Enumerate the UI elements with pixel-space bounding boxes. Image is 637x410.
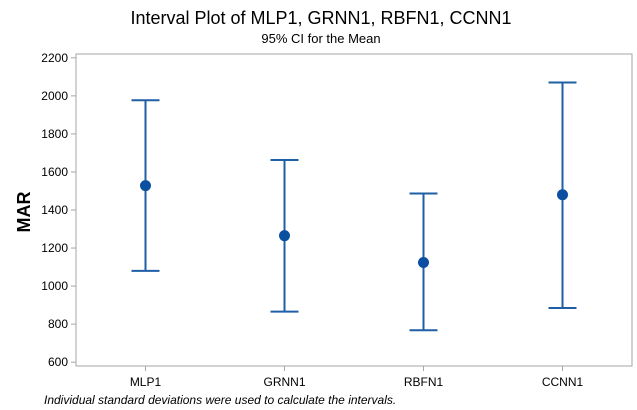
mean-point	[140, 180, 151, 192]
mean-point	[557, 189, 568, 201]
y-tick-label: 1200	[41, 241, 68, 255]
x-tick-label: MLP1	[130, 375, 162, 389]
y-tick-label: 600	[48, 355, 68, 369]
intervals	[131, 81, 577, 332]
y-tick-label: 800	[48, 317, 68, 331]
footnote: Individual standard deviations were used…	[44, 393, 397, 407]
x-tick-label: RBFN1	[404, 375, 444, 389]
y-tick-label: 1400	[41, 203, 68, 217]
x-tick-label: CCNN1	[542, 375, 584, 389]
y-tick-label: 1600	[41, 165, 68, 179]
mean-point	[418, 257, 429, 269]
y-tick-label: 2000	[41, 89, 68, 103]
chart-title: Interval Plot of MLP1, GRNN1, RBFN1, CCN…	[130, 8, 511, 28]
x-axis: MLP1 GRNN1 RBFN1 CCNN1	[130, 366, 584, 389]
y-tick-label: 1800	[41, 127, 68, 141]
chart-subtitle: 95% CI for the Mean	[261, 31, 380, 46]
y-axis-label: MAR	[14, 192, 34, 233]
y-tick-label: 2200	[41, 51, 68, 65]
x-tick-label: GRNN1	[263, 375, 305, 389]
y-tick-label: 1000	[41, 279, 68, 293]
mean-point	[279, 230, 290, 242]
y-axis: 600 800 1000 1200 1400 1600 1800 2000 2200	[41, 51, 76, 369]
